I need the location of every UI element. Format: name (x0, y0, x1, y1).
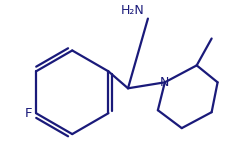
Text: F: F (24, 107, 32, 120)
Text: N: N (160, 76, 169, 89)
Text: H₂N: H₂N (121, 4, 144, 17)
